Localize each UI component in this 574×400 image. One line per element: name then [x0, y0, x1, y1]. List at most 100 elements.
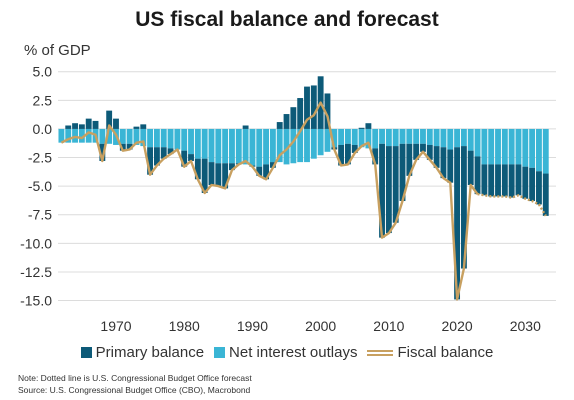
bar-primary-balance	[181, 150, 188, 167]
bar-primary-balance	[215, 163, 222, 187]
y-tick-label: -12.5	[20, 264, 52, 280]
bar-net-interest	[399, 128, 406, 144]
x-tick-label: 1980	[169, 318, 200, 334]
bar-primary-balance	[310, 85, 317, 129]
bar-primary-balance	[201, 158, 208, 194]
bar-net-interest	[460, 128, 467, 147]
bars	[58, 76, 549, 300]
net-interest-swatch	[214, 347, 226, 358]
bar-primary-balance	[460, 146, 467, 269]
bar-primary-balance	[276, 122, 283, 129]
bar-net-interest	[222, 128, 229, 164]
y-tick-label: 0.0	[33, 121, 53, 137]
bar-net-interest	[58, 128, 65, 143]
bar-net-interest	[283, 128, 290, 165]
bar-primary-balance	[269, 162, 276, 168]
bar-net-interest	[290, 128, 297, 164]
bar-net-interest	[542, 128, 549, 174]
fiscal-balance-line	[60, 101, 547, 301]
bar-net-interest	[188, 128, 194, 155]
bar-net-interest	[147, 128, 154, 148]
bar-primary-balance	[290, 107, 297, 129]
bar-net-interest	[65, 128, 72, 143]
bar-net-interest	[515, 128, 522, 165]
bar-net-interest	[392, 128, 399, 147]
bar-net-interest	[351, 128, 358, 145]
y-tick-label: -2.5	[28, 150, 52, 166]
bar-net-interest	[99, 128, 106, 144]
bar-net-interest	[269, 128, 276, 163]
bar-net-interest	[529, 128, 536, 168]
bar-primary-balance	[501, 164, 508, 197]
bar-net-interest	[297, 128, 304, 163]
bar-primary-balance	[440, 147, 447, 179]
bar-net-interest	[174, 128, 181, 150]
bar-net-interest	[310, 128, 317, 159]
bar-net-interest	[106, 128, 113, 144]
bar-net-interest	[365, 128, 372, 149]
bar-primary-balance	[536, 171, 542, 205]
bar-net-interest	[474, 128, 481, 157]
bar-net-interest	[536, 128, 542, 172]
bar-net-interest	[385, 128, 392, 147]
bar-net-interest	[522, 128, 529, 167]
bar-primary-balance	[194, 158, 201, 180]
bar-primary-balance	[522, 166, 529, 199]
bar-net-interest	[413, 128, 420, 144]
bar-primary-balance	[406, 143, 413, 176]
bar-primary-balance	[119, 143, 126, 151]
y-axis-ticks: 5.0 2.5 0.0 -2.5 -5.0 -7.5 -10.0 -12.5 -15.0	[20, 64, 52, 309]
bar-primary-balance	[160, 147, 167, 159]
bar-primary-balance	[351, 144, 358, 153]
bar-primary-balance	[515, 164, 522, 196]
x-tick-label: 2000	[305, 318, 336, 334]
y-tick-label: -15.0	[20, 293, 52, 309]
bar-net-interest	[454, 128, 461, 148]
bar-net-interest	[153, 128, 160, 148]
bar-primary-balance	[113, 118, 119, 129]
bar-primary-balance	[297, 98, 304, 129]
bar-net-interest	[85, 128, 92, 143]
bar-primary-balance	[474, 156, 481, 195]
bar-net-interest	[194, 128, 201, 159]
bar-primary-balance	[433, 146, 440, 168]
bar-net-interest	[331, 128, 338, 148]
bar-primary-balance	[413, 143, 420, 160]
bar-net-interest	[481, 128, 488, 165]
bar-net-interest	[501, 128, 508, 165]
legend-item-primary-balance: Primary balance	[80, 344, 204, 361]
y-tick-label: 2.5	[33, 92, 53, 108]
legend: Primary balance Net interest outlays Fis…	[0, 344, 574, 361]
bar-net-interest	[249, 128, 256, 166]
bar-primary-balance	[447, 149, 454, 183]
bar-primary-balance	[379, 143, 385, 238]
bar-net-interest	[433, 128, 440, 147]
bar-net-interest	[126, 128, 133, 144]
legend-item-net-interest: Net interest outlays	[214, 344, 357, 361]
bar-primary-balance	[283, 114, 290, 129]
bar-primary-balance	[426, 144, 433, 160]
bar-net-interest	[338, 128, 345, 145]
bar-primary-balance	[399, 143, 406, 202]
bar-primary-balance	[72, 123, 78, 129]
bar-net-interest	[324, 128, 331, 152]
x-tick-label: 2030	[510, 318, 541, 334]
bar-primary-balance	[133, 126, 140, 129]
bar-net-interest	[508, 128, 515, 165]
bar-primary-balance	[242, 125, 249, 129]
bar-net-interest	[119, 128, 126, 144]
bar-net-interest	[304, 128, 310, 163]
bar-net-interest	[208, 128, 215, 163]
bar-primary-balance	[392, 146, 399, 223]
bar-primary-balance	[529, 167, 536, 202]
bar-primary-balance	[385, 146, 392, 234]
bar-primary-balance	[147, 147, 154, 175]
bar-net-interest	[317, 128, 324, 156]
bar-net-interest	[133, 128, 140, 145]
bar-primary-balance	[65, 125, 72, 129]
bar-net-interest	[344, 128, 351, 144]
bar-primary-balance	[344, 143, 351, 165]
x-tick-label: 2010	[373, 318, 404, 334]
primary-balance-swatch	[80, 347, 92, 358]
chart-note: Note: Dotted line is U.S. Congressional …	[18, 373, 252, 383]
